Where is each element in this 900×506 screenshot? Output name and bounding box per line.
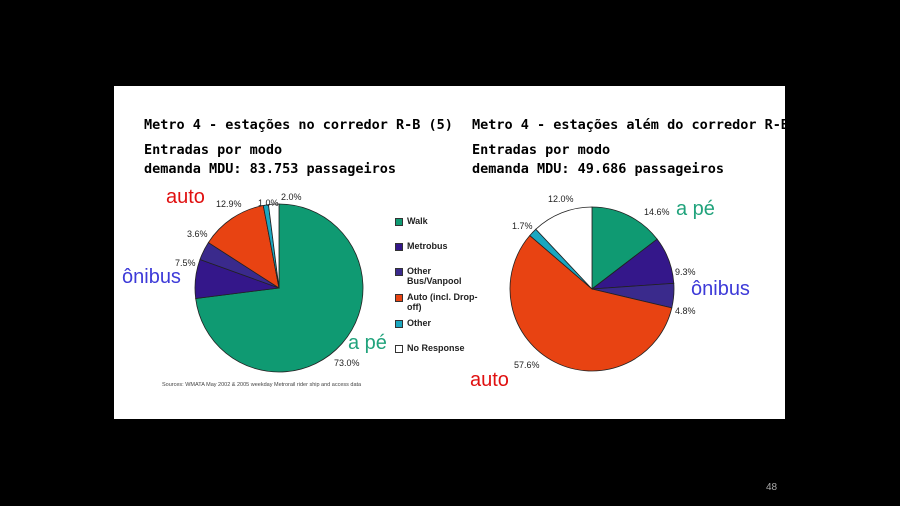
right-callout-auto: auto	[470, 369, 509, 391]
right-label-metrobus: 9.3%	[675, 267, 696, 277]
right-chart-subtitle: Entradas por modo demanda MDU: 49.686 pa…	[472, 141, 724, 179]
left-pie-chart	[194, 203, 364, 373]
legend-item-other: Other	[395, 318, 485, 328]
source-note: Sources: WMATA May 2002 & 2005 weekday M…	[162, 382, 362, 388]
legend-label-metrobus: Metrobus	[407, 241, 448, 251]
right-slice-auto-incl-drop-off	[509, 234, 673, 372]
legend-item-auto: Auto (incl. Drop-off)	[395, 292, 485, 312]
slide: Metro 4 - estações no corredor R-B (5) E…	[114, 86, 822, 419]
left-chart-subtitle: Entradas por modo demanda MDU: 83.753 pa…	[144, 141, 396, 179]
legend-swatch-noresponse	[395, 345, 403, 353]
right-label-otherbus: 4.8%	[675, 306, 696, 316]
legend-swatch-walk	[395, 218, 403, 226]
legend-label-other: Other	[407, 318, 432, 328]
left-slice-auto-incl-drop-off	[207, 205, 280, 289]
legend-swatch-other	[395, 320, 403, 328]
page-number: 48	[766, 482, 778, 493]
legend-item-metrobus: Metrobus	[395, 241, 485, 251]
right-label-auto: 57.6%	[514, 360, 540, 370]
left-label-auto: 12.9%	[216, 199, 242, 209]
legend-label-otherbus: Other Bus/Vanpool	[407, 266, 462, 286]
legend-swatch-auto	[395, 294, 403, 302]
legend-item-noresponse: No Response	[395, 343, 485, 353]
right-label-walk: 14.6%	[644, 207, 670, 217]
left-subtitle-line2: demanda MDU: 83.753 passageiros	[144, 161, 396, 177]
left-callout-walk: a pé	[348, 332, 387, 354]
left-callout-bus: ônibus	[122, 266, 181, 288]
right-subtitle-line1: Entradas por modo	[472, 142, 611, 158]
legend-swatch-otherbus	[395, 268, 403, 276]
left-label-otherbus: 3.6%	[187, 229, 208, 239]
right-slice-walk	[591, 206, 658, 290]
right-pie-chart	[509, 206, 675, 372]
right-callout-bus: ônibus	[691, 278, 750, 300]
left-label-other: 1.0%	[258, 198, 279, 208]
right-callout-walk: a pé	[676, 198, 715, 220]
left-chart-title: Metro 4 - estações no corredor R-B (5)	[144, 117, 453, 133]
legend-item-otherbus: Other Bus/Vanpool	[395, 266, 485, 286]
legend-label-noresponse: No Response	[407, 343, 465, 353]
right-label-noresponse: 12.0%	[548, 194, 574, 204]
legend-item-walk: Walk	[395, 216, 485, 226]
left-callout-auto: auto	[166, 186, 205, 208]
right-subtitle-line2: demanda MDU: 49.686 passageiros	[472, 161, 724, 177]
legend-swatch-metrobus	[395, 243, 403, 251]
right-chart-title: Metro 4 - estações além do corredor R-B …	[472, 117, 822, 133]
left-subtitle-line1: Entradas por modo	[144, 142, 283, 158]
left-label-noresponse: 2.0%	[281, 192, 302, 202]
right-label-other: 1.7%	[512, 221, 533, 231]
right-slice-no-response	[535, 206, 593, 291]
left-slice-no-response	[268, 203, 280, 289]
legend-label-auto: Auto (incl. Drop-off)	[407, 292, 478, 312]
left-label-walk: 73.0%	[334, 358, 360, 368]
left-label-metrobus: 7.5%	[175, 258, 196, 268]
legend-label-walk: Walk	[407, 216, 428, 226]
